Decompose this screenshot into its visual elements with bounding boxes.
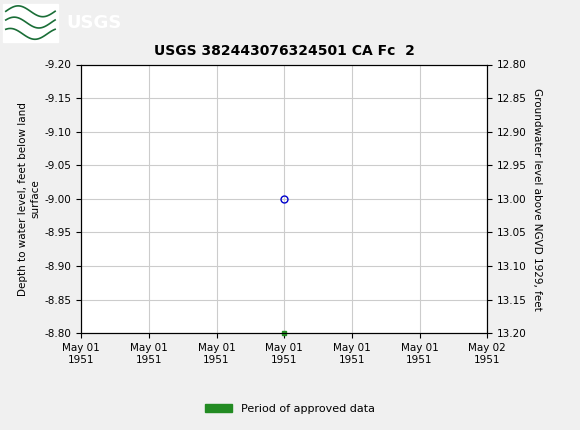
Text: USGS: USGS — [67, 14, 122, 31]
Bar — [3, 3, 58, 42]
Legend: Period of approved data: Period of approved data — [200, 399, 380, 418]
Title: USGS 382443076324501 CA Fc  2: USGS 382443076324501 CA Fc 2 — [154, 44, 415, 58]
Y-axis label: Depth to water level, feet below land
surface: Depth to water level, feet below land su… — [18, 102, 41, 296]
Y-axis label: Groundwater level above NGVD 1929, feet: Groundwater level above NGVD 1929, feet — [532, 87, 542, 310]
